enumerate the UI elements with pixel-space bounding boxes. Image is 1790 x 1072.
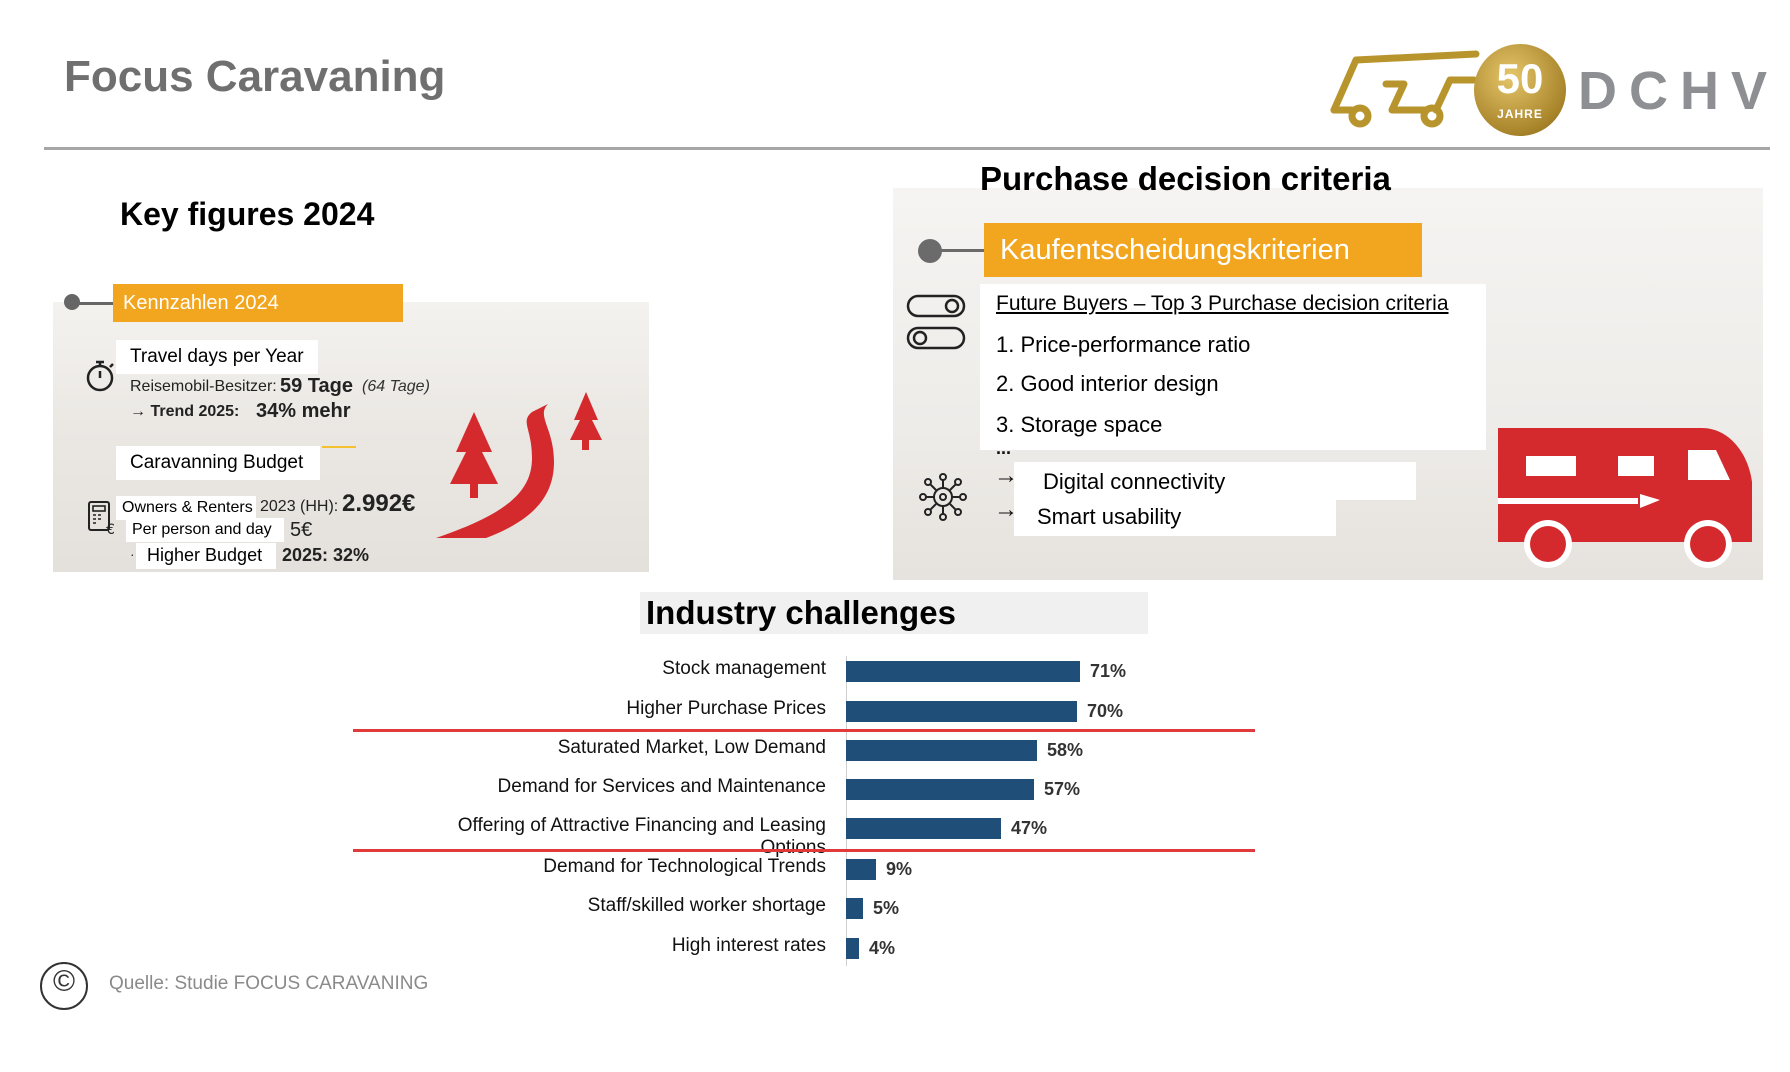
bar-value-label: 9% bbox=[886, 859, 913, 879]
arrow-right-icon: → bbox=[994, 496, 1018, 523]
stopwatch-icon bbox=[86, 360, 114, 392]
timeline-dot bbox=[64, 294, 80, 310]
bar bbox=[846, 701, 1077, 722]
page-title: Focus Caravaning bbox=[64, 52, 446, 101]
bar bbox=[846, 818, 1001, 839]
anniversary-badge bbox=[1474, 44, 1566, 136]
household-budget-value: 2.992€ bbox=[342, 490, 416, 517]
bar bbox=[846, 779, 1034, 800]
purchase-tag-label: Kaufentscheidungskriterien bbox=[1000, 234, 1350, 266]
criteria-subheading: Future Buyers – Top 3 Purchase decision … bbox=[996, 292, 1449, 315]
group-separator bbox=[353, 729, 1255, 732]
criteria-ellipsis: ... bbox=[996, 438, 1012, 458]
bar-value-label: 5% bbox=[873, 898, 900, 918]
toggle-switch-icon bbox=[906, 294, 966, 350]
bar bbox=[846, 859, 876, 880]
network-gear-icon bbox=[919, 473, 967, 521]
arrow-right-icon: → bbox=[994, 462, 1018, 489]
bar-label: Demand for Services and Maintenance bbox=[497, 776, 826, 797]
anniversary-badge-number: 50 bbox=[1496, 55, 1544, 102]
chart-axis-line bbox=[846, 656, 847, 966]
criteria-item-2: 2. Good interior design bbox=[996, 371, 1219, 396]
bar bbox=[846, 898, 863, 919]
extra-item-2: Smart usability bbox=[1037, 504, 1182, 529]
industry-heading: Industry challenges bbox=[646, 594, 956, 631]
household-year-label: 2023 (HH): bbox=[260, 498, 339, 515]
owners-label: Reisemobil-Besitzer: bbox=[130, 378, 277, 395]
bar-value-label: 57% bbox=[1044, 779, 1081, 799]
caravan-outline-logo-icon bbox=[1330, 50, 1480, 128]
source-note: Quelle: Studie FOCUS CARAVANING bbox=[109, 973, 429, 994]
purchase-heading: Purchase decision criteria bbox=[980, 160, 1391, 197]
per-day-value: 5€ bbox=[290, 519, 313, 541]
criteria-item-1: 1. Price-performance ratio bbox=[996, 332, 1251, 357]
road-trees-illustration-icon bbox=[436, 392, 602, 538]
bar bbox=[846, 938, 859, 959]
bullet-dot: · bbox=[130, 546, 135, 562]
bar-label: Staff/skilled worker shortage bbox=[587, 895, 826, 916]
owners-value: 59 Tage bbox=[280, 375, 353, 397]
svg-text:€: € bbox=[106, 522, 115, 536]
accent-dash bbox=[322, 446, 356, 448]
bar-label: Offering of Attractive Financing and Lea… bbox=[457, 815, 826, 858]
calculator-euro-icon: € bbox=[88, 501, 115, 536]
group-separator bbox=[353, 849, 1255, 852]
key-figures-tag bbox=[113, 284, 403, 322]
purchase-tag bbox=[984, 223, 1422, 277]
timeline-line bbox=[940, 249, 988, 252]
trend-label: → Trend 2025: bbox=[130, 403, 240, 420]
bar-value-label: 70% bbox=[1087, 701, 1124, 721]
key-figures-tag-label: Kennzahlen 2024 bbox=[123, 292, 279, 314]
bar-value-label: 4% bbox=[869, 938, 896, 958]
budget-label: Caravanning Budget bbox=[130, 452, 304, 473]
motorhome-icon bbox=[1498, 428, 1752, 568]
trend-value: 34% mehr bbox=[256, 400, 351, 422]
owners-renters-label: Owners & Renters bbox=[122, 499, 253, 516]
bar-label: Saturated Market, Low Demand bbox=[557, 737, 826, 758]
criteria-list-background bbox=[980, 284, 1486, 450]
bar-label: Demand for Technological Trends bbox=[543, 856, 826, 877]
bar-label: Stock management bbox=[662, 658, 826, 679]
owners-previous-value: (64 Tage) bbox=[362, 378, 430, 395]
extra-item-1: Digital connectivity bbox=[1043, 469, 1226, 494]
bar-label: Higher Purchase Prices bbox=[626, 698, 826, 719]
per-day-label: Per person and day bbox=[132, 521, 272, 538]
timeline-dot bbox=[918, 239, 942, 263]
industry-heading-background bbox=[640, 592, 1148, 634]
higher-budget-value: 2025: 32% bbox=[282, 545, 370, 565]
higher-budget-label: Higher Budget bbox=[147, 545, 263, 565]
key-figures-heading: Key figures 2024 bbox=[120, 196, 375, 232]
timeline-line bbox=[78, 302, 114, 305]
copyright-symbol: © bbox=[52, 965, 76, 998]
bar-value-label: 58% bbox=[1047, 740, 1084, 760]
travel-days-label: Travel days per Year bbox=[130, 346, 304, 367]
bar-value-label: 71% bbox=[1090, 661, 1127, 681]
anniversary-badge-label: JAHRE bbox=[1497, 107, 1543, 121]
criteria-item-3: 3. Storage space bbox=[996, 412, 1163, 437]
copyright-icon bbox=[40, 962, 88, 1010]
header-divider bbox=[44, 147, 1770, 150]
bar-value-label: 47% bbox=[1011, 818, 1048, 838]
brand-logo-text: DCHV bbox=[1578, 61, 1780, 121]
bar bbox=[846, 661, 1080, 682]
bar-label: High interest rates bbox=[671, 935, 826, 956]
bar bbox=[846, 740, 1037, 761]
